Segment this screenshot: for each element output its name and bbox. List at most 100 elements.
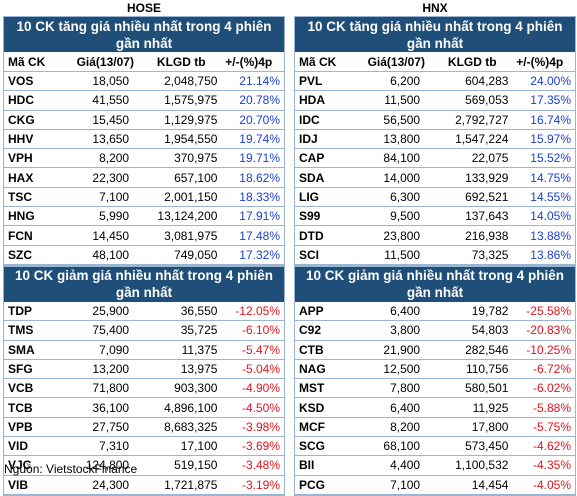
table-row: HAX 22,300 657,100 18.62% — [4, 168, 284, 188]
stock-code: HNG — [8, 209, 35, 224]
stock-change: -3.98% — [241, 419, 280, 434]
stock-volume: 1,954,550 — [164, 132, 218, 147]
stock-change: 20.70% — [239, 112, 280, 127]
stock-change: 13.86% — [530, 247, 571, 262]
stock-code: DTD — [299, 228, 324, 243]
exchange-title: HOSE — [126, 1, 161, 15]
stock-change: 17.48% — [239, 228, 280, 243]
stock-change: -5.75% — [532, 419, 571, 434]
table-row: KSD 6,400 11,925 -5.88% — [295, 398, 575, 418]
stock-price: 48,100 — [92, 247, 130, 262]
stock-price: 6,300 — [390, 189, 421, 204]
stock-volume: 17,100 — [180, 439, 218, 454]
stock-change: 18.33% — [239, 189, 280, 204]
stock-price: 18,050 — [92, 74, 130, 89]
stock-volume: 1,547,224 — [455, 132, 509, 147]
stock-price: 7,100 — [99, 189, 130, 204]
stock-price: 8,200 — [99, 151, 130, 166]
table-row: VPH 8,200 370,975 19.71% — [4, 149, 284, 169]
table-row: SZC 48,100 749,050 17.32% — [4, 246, 284, 265]
stock-change: 14.75% — [530, 170, 571, 185]
table-row: C92 3,800 54,803 -20.83% — [295, 321, 575, 341]
stock-code: TMS — [8, 323, 34, 338]
stock-code: FCN — [8, 228, 33, 243]
stock-change: 15.52% — [530, 151, 571, 166]
stock-change: 19.74% — [239, 132, 280, 147]
stock-price: 75,400 — [92, 323, 130, 338]
table-row: VJC 124,800 519,150 -3.48% — [4, 456, 284, 476]
table-row: VCB 71,800 903,300 -4.90% — [4, 379, 284, 399]
stock-change: 17.32% — [239, 247, 280, 262]
gainers-title: 10 CK tăng giá nhiều nhất trong 4 phiên … — [295, 17, 575, 52]
stock-change: -5.47% — [241, 342, 280, 357]
stock-volume: 692,521 — [465, 189, 509, 204]
table-row: SDA 14,000 133,929 14.75% — [295, 168, 575, 188]
stock-price: 21,900 — [383, 342, 421, 357]
table-row: SFG 13,200 13,975 -5.04% — [4, 360, 284, 380]
stock-change: -5.88% — [532, 400, 571, 415]
stock-volume: 11,375 — [181, 342, 218, 357]
column-header-row: Mã CK Giá(13/07) KLGD tb +/-(%)4p — [4, 52, 284, 72]
stock-code: TDP — [8, 304, 32, 319]
table-row: SCG 68,100 573,450 -4.62% — [295, 437, 575, 457]
gainers-table: 10 CK tăng giá nhiều nhất trong 4 phiên … — [294, 16, 576, 266]
table-row: VIB 24,300 1,721,875 -3.19% — [4, 476, 284, 495]
col-change-header: +/-(%)4p — [516, 54, 564, 69]
hose-panel: HOSE 10 CK tăng giá nhiều nhất trong 4 ph… — [3, 0, 285, 496]
stock-price: 23,800 — [383, 228, 421, 243]
stock-change: -4.62% — [532, 439, 571, 454]
stock-change: -6.72% — [532, 362, 571, 376]
table-row: TSC 7,100 2,001,150 18.33% — [4, 188, 284, 208]
stock-change: -4.90% — [241, 381, 280, 396]
table-row: LIG 6,300 692,521 14.55% — [295, 188, 575, 208]
stock-code: VCB — [8, 381, 34, 396]
stock-change: -4.50% — [241, 400, 280, 415]
stock-change: -10.25% — [526, 342, 571, 357]
stock-change: 14.55% — [530, 189, 571, 204]
stock-price: 8,200 — [390, 419, 421, 434]
stock-change: 21.14% — [239, 74, 280, 89]
table-row: MST 7,800 580,501 -6.02% — [295, 379, 575, 399]
stock-volume: 573,450 — [465, 439, 509, 454]
stock-code: BII — [299, 458, 315, 473]
stock-code: CTB — [299, 342, 324, 357]
stock-volume: 11,925 — [472, 400, 509, 415]
stock-change: 15.97% — [530, 132, 571, 147]
stock-change: 20.78% — [239, 93, 280, 108]
stock-change: 16.74% — [530, 112, 571, 127]
col-volume-header: KLGD tb — [156, 54, 206, 69]
stock-change: 17.91% — [239, 209, 280, 224]
stock-volume: 1,575,975 — [164, 93, 218, 108]
stock-volume: 604,283 — [465, 74, 509, 89]
stock-volume: 19,782 — [471, 304, 509, 319]
table-row: HNG 5,990 13,124,200 17.91% — [4, 207, 284, 227]
table-row: FCN 14,450 3,081,975 17.48% — [4, 226, 284, 246]
stock-code: S99 — [299, 209, 321, 224]
col-price-header: Giá(13/07) — [367, 54, 425, 69]
stock-code: VPH — [8, 151, 33, 166]
stock-code: SZC — [8, 247, 32, 262]
stock-code: VOS — [8, 74, 34, 89]
stock-volume: 282,546 — [465, 342, 509, 357]
stock-change: -5.04% — [241, 362, 280, 376]
table-row: IDC 56,500 2,792,727 16.74% — [295, 111, 575, 130]
stock-volume: 216,938 — [465, 228, 509, 243]
table-row: CAP 84,100 22,075 15.52% — [295, 149, 575, 169]
stock-volume: 4,896,100 — [164, 400, 218, 415]
stock-price: 15,450 — [92, 112, 130, 127]
table-row: VOS 18,050 2,048,750 21.14% — [4, 72, 284, 92]
stock-volume: 519,150 — [174, 458, 218, 473]
table-row: CKG 15,450 1,129,975 20.70% — [4, 111, 284, 130]
stock-volume: 8,683,325 — [164, 419, 218, 434]
table-row: HDA 11,500 569,053 17.35% — [295, 91, 575, 111]
stock-volume: 110,756 — [465, 362, 509, 376]
stock-price: 7,800 — [390, 381, 421, 396]
table-row: SCI 11,500 73,325 13.86% — [295, 246, 575, 265]
stock-price: 22,300 — [92, 170, 130, 185]
stock-code: SCG — [299, 439, 326, 454]
col-code-header: Mã CK — [8, 54, 46, 69]
stock-price: 3,800 — [390, 323, 421, 338]
stock-code: HDC — [8, 93, 34, 108]
stock-price: 41,550 — [92, 93, 130, 108]
table-row: SMA 7,090 11,375 -5.47% — [4, 341, 284, 360]
